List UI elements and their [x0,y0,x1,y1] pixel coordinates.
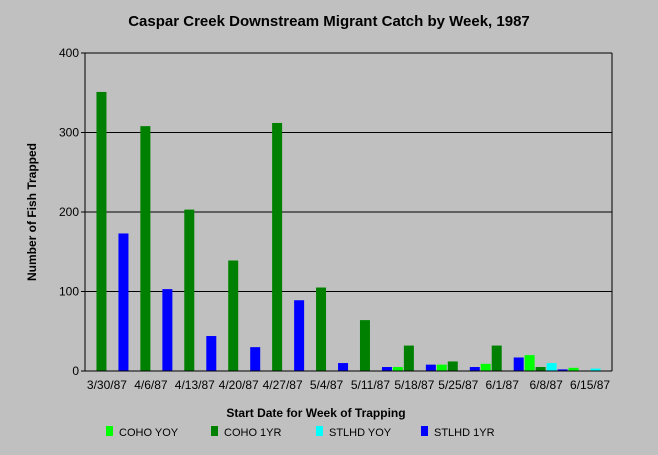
bar-coho-yoy [568,367,579,371]
bar-coho-1yr [491,345,502,371]
bar-coho-1yr [316,287,327,371]
legend-swatch [421,426,428,436]
y-tick-label: 200 [59,205,79,219]
legend-label: STLHD YOY [329,427,392,439]
bar-coho-1yr [447,361,458,371]
legend-label: COHO 1YR [224,427,282,439]
x-tick-label: 5/4/87 [310,378,344,392]
bar-coho-1yr [184,209,195,371]
legend-swatch [316,426,323,436]
bar-coho-1yr [272,122,283,372]
x-ticks: 3/30/87 4/6/87 4/13/87 4/20/87 4/27/87 5/4/87… [87,378,610,392]
bar-stlhd-yoy [590,368,601,371]
x-tick-label: 6/1/87 [486,378,520,392]
bar-coho-1yr [535,367,546,371]
x-tick-label: 4/20/87 [219,378,259,392]
x-tick-label: 4/6/87 [134,378,168,392]
bar-stlhd-1yr [469,367,480,371]
bar-stlhd-yoy [546,363,557,371]
bar-coho-1yr [96,91,107,371]
bar-stlhd-1yr [250,347,261,371]
y-tick-label: 0 [72,364,79,378]
bar-coho-1yr [403,345,414,371]
x-tick-label: 6/8/87 [529,378,563,392]
bar-coho-1yr [228,260,239,371]
legend-swatch [211,426,218,436]
bar-stlhd-1yr [425,364,436,371]
bar-coho-yoy [392,367,403,371]
legend: COHO YOY COHO 1YR STLHD YOY STLHD 1YR [106,426,495,439]
bar-stlhd-1yr [118,233,129,371]
bar-stlhd-1yr [162,289,173,371]
x-tick-label: 4/13/87 [175,378,215,392]
bar-stlhd-1yr [338,363,349,371]
bar-stlhd-1yr [381,367,392,371]
bar-stlhd-1yr [513,357,524,371]
y-tick-label: 100 [59,285,79,299]
bar-coho-yoy [480,363,491,371]
x-tick-label: 4/27/87 [263,378,303,392]
x-axis-title: Start Date for Week of Trapping [226,406,405,420]
x-tick-label: 6/15/87 [570,378,610,392]
legend-label: COHO YOY [119,427,179,439]
legend-label: STLHD 1YR [434,427,495,439]
y-tick-label: 400 [59,46,79,60]
chart-title: Caspar Creek Downstream Migrant Catch by… [128,13,530,30]
x-tick-label: 5/18/87 [394,378,434,392]
x-tick-label: 5/11/87 [351,378,390,392]
bar-stlhd-1yr [557,369,568,371]
y-ticks: 0 100 200 300 400 [59,46,85,378]
bar-coho-1yr [140,126,151,371]
x-tick-label: 3/30/87 [87,378,127,392]
y-tick-label: 300 [59,126,79,140]
bar-coho-yoy [436,364,447,371]
bar-coho-yoy [524,355,535,371]
gridlines [85,52,612,292]
bar-stlhd-1yr [206,336,217,371]
bars [96,91,601,372]
bar-stlhd-1yr [294,300,305,371]
y-axis-title: Number of Fish Trapped [25,143,39,281]
x-tick-label: 5/25/87 [438,378,478,392]
legend-swatch [106,426,113,436]
bar-coho-1yr [359,320,370,371]
